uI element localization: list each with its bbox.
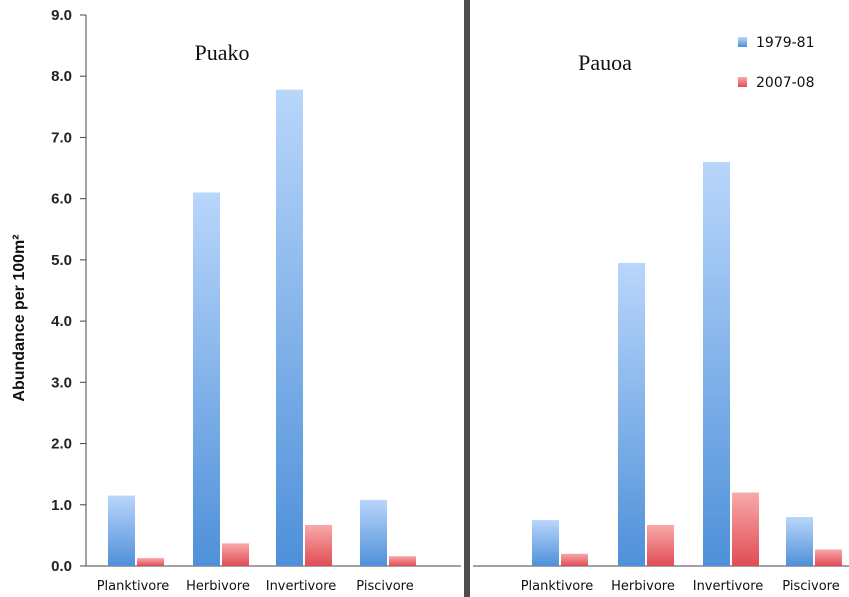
y-axis-title: Abundance per 100m² [11, 234, 28, 401]
bar-1979-81 [108, 495, 135, 566]
bar-2007-08 [647, 524, 674, 566]
category-label: Invertivore [693, 579, 764, 594]
y-tick-label: 6.0 [51, 191, 72, 208]
y-tick-label: 4.0 [51, 313, 72, 330]
y-tick-label: 1.0 [51, 497, 72, 514]
bar-1979-81 [703, 161, 730, 566]
legend-swatch [738, 77, 747, 87]
bar-2007-08 [815, 549, 842, 566]
y-tick-label: 2.0 [51, 436, 72, 453]
category-label: Herbivore [611, 579, 675, 594]
bar-1979-81 [276, 89, 303, 567]
y-tick-label: 7.0 [51, 129, 72, 146]
y-tick-label: 5.0 [51, 252, 72, 269]
y-tick-label: 0.0 [51, 558, 72, 575]
bar-1979-81 [532, 520, 559, 566]
bar-2007-08 [732, 492, 759, 566]
bar-1979-81 [360, 499, 387, 566]
category-label: Planktivore [97, 579, 170, 594]
panel-title: Pauoa [578, 50, 632, 75]
y-tick-label: 9.0 [51, 7, 72, 24]
bar-1979-81 [193, 192, 220, 567]
bar-2007-08 [561, 553, 588, 566]
y-tick-label: 3.0 [51, 374, 72, 391]
legend-label: 2007-08 [756, 75, 815, 91]
category-label: Piscivore [782, 579, 839, 594]
bar-2007-08 [389, 556, 416, 566]
category-label: Piscivore [356, 579, 413, 594]
legend-swatch [738, 37, 747, 47]
bar-2007-08 [305, 524, 332, 566]
bar-1979-81 [618, 262, 645, 566]
category-label: Herbivore [186, 579, 250, 594]
bar-2007-08 [222, 543, 249, 566]
panel-divider [464, 0, 470, 597]
bar-1979-81 [786, 517, 813, 566]
y-tick-label: 8.0 [51, 68, 72, 85]
legend-label: 1979-81 [756, 35, 815, 51]
panel-title: Puako [195, 40, 250, 65]
category-label: Invertivore [266, 579, 337, 594]
category-label: Planktivore [521, 579, 594, 594]
bar-2007-08 [137, 558, 164, 566]
